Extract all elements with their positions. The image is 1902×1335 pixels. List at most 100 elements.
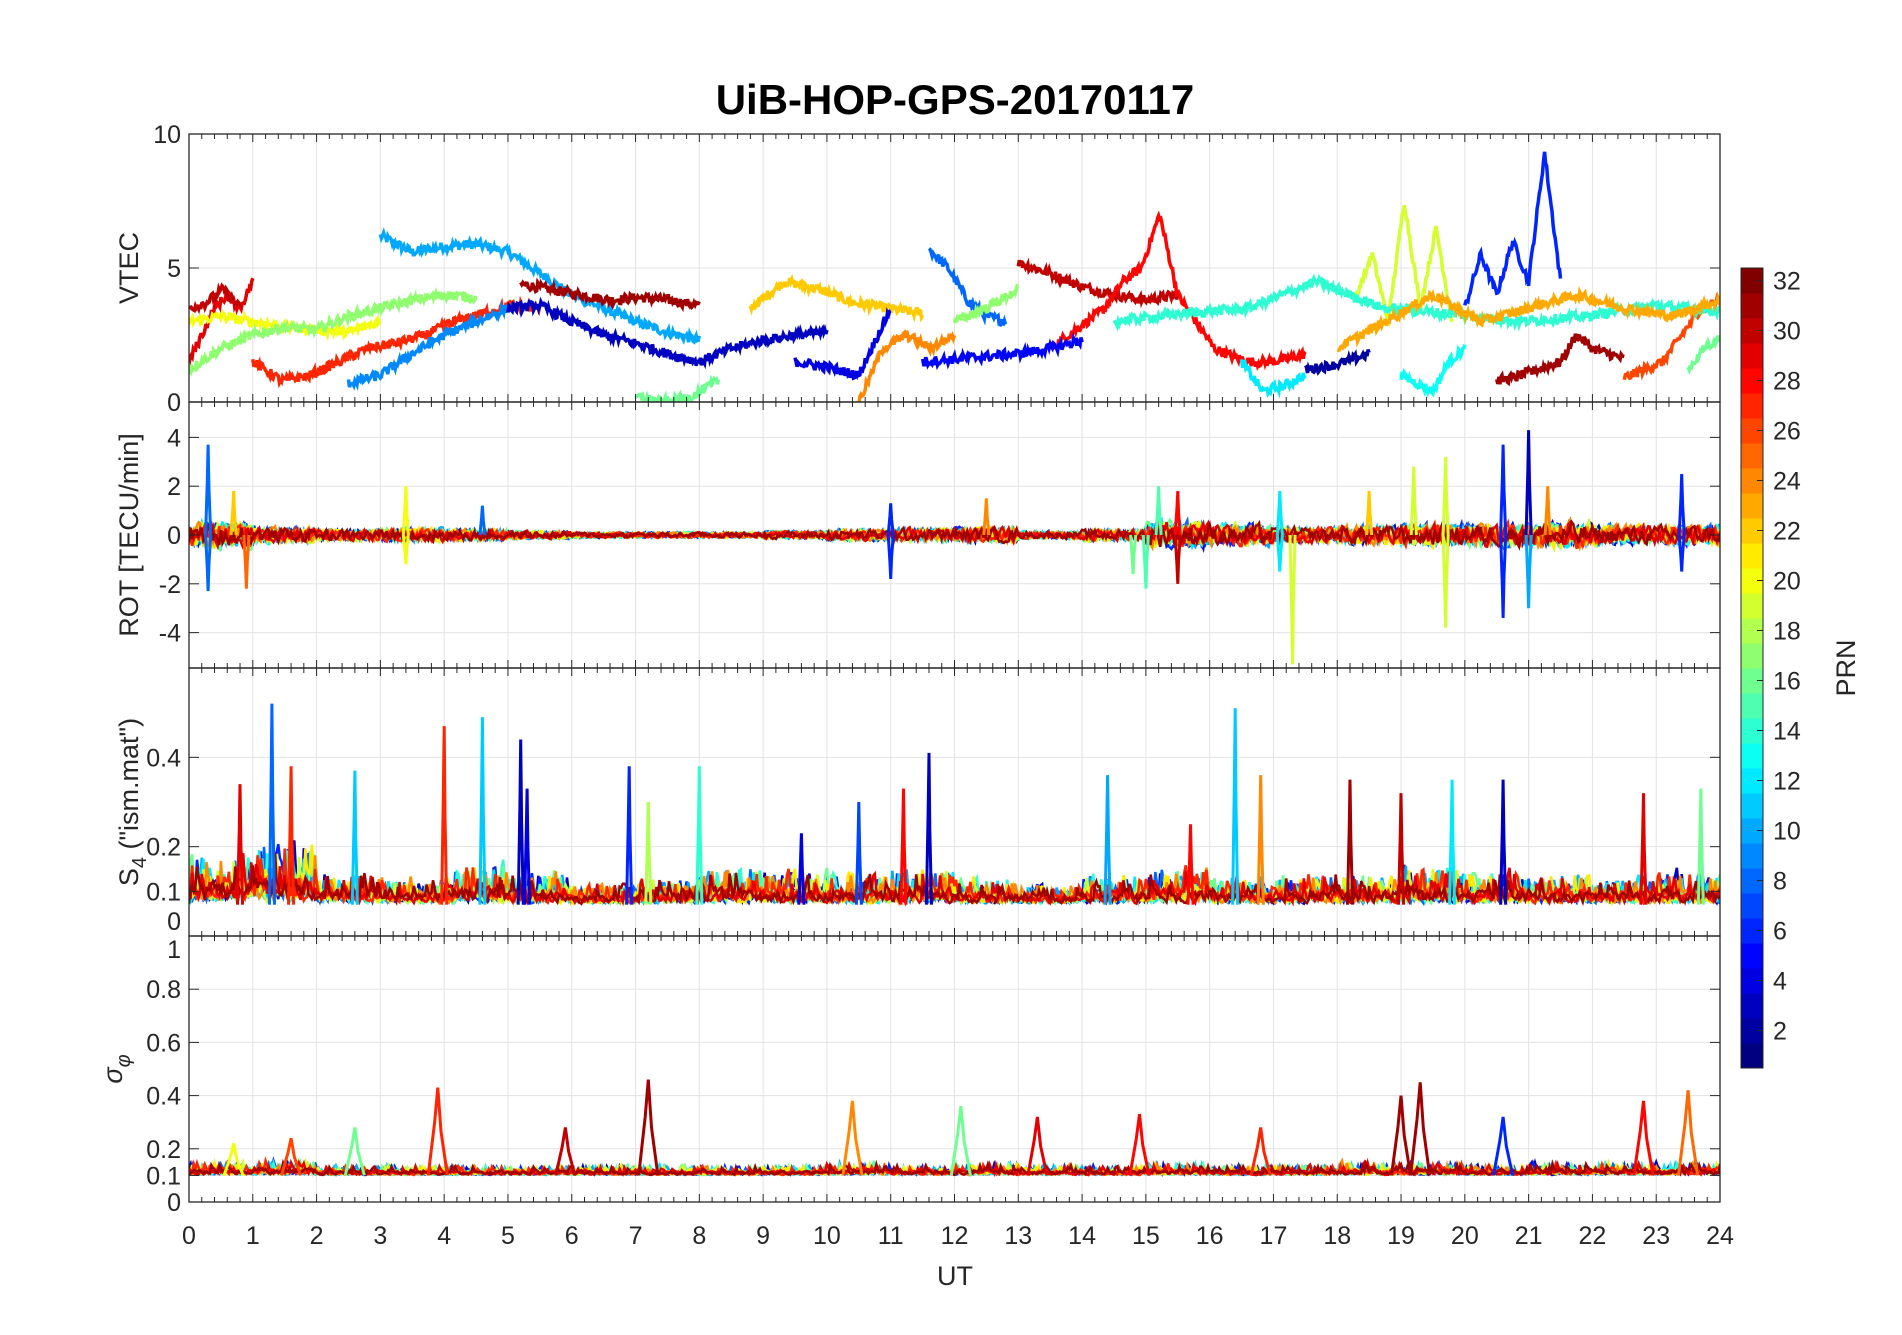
colorbar-level-23	[1741, 493, 1763, 519]
y-tick-label: 0	[167, 522, 181, 550]
rot-spike-prn-25	[242, 534, 251, 589]
rot-spike-prn-30	[1173, 534, 1182, 584]
sigma-spike-prn-26	[280, 1137, 303, 1176]
vtec-trace-prn-17	[189, 287, 478, 378]
colorbar-tick-label: 24	[1773, 468, 1801, 496]
s4-spike-prn-11	[1231, 708, 1240, 905]
colorbar-label: PRN	[1831, 639, 1861, 696]
vtec-trace-prn-17	[952, 283, 1019, 324]
colorbar-tick-label: 6	[1773, 918, 1787, 946]
rot-spike-prn-6	[886, 503, 895, 536]
vtec-trace-prn-16	[634, 374, 721, 402]
x-tick-label: 17	[1260, 1222, 1288, 1250]
vtec-trace-prn-4	[793, 307, 892, 381]
vtec-trace-prn-2	[1303, 349, 1371, 376]
vtec-trace-prn-20	[189, 309, 381, 341]
colorbar-level-4	[1741, 968, 1763, 994]
colorbar-level-18	[1741, 618, 1763, 644]
s4-spike-prn-29	[236, 784, 245, 905]
colorbar-level-30	[1741, 318, 1763, 344]
colorbar-level-29	[1741, 343, 1763, 369]
x-tick-label: 3	[373, 1222, 387, 1250]
colorbar-tick-label: 28	[1773, 368, 1801, 396]
colorbar-tick-label: 14	[1773, 718, 1801, 746]
rot-spike-prn-10	[1524, 534, 1533, 609]
colorbar-level-22	[1741, 518, 1763, 544]
colorbar-level-14	[1741, 718, 1763, 744]
rot-spike-prn-22	[229, 491, 238, 536]
s4-spike-prn-6	[625, 766, 634, 905]
y-tick-label: -2	[159, 571, 181, 599]
rot-spike-prn-19	[1409, 466, 1418, 536]
panel-s4: 00.1 0.2 0.4S4 ("ism.mat")	[114, 667, 1721, 937]
vtec-trace-prn-30	[1016, 257, 1180, 309]
x-tick-label: 1	[246, 1222, 260, 1250]
colorbar-tick-label: 12	[1773, 768, 1801, 796]
vtec-trace-prn-24	[857, 329, 957, 402]
s4-spike-prn-27	[287, 766, 296, 905]
sigma-spike-prn-31	[1390, 1095, 1413, 1176]
rot-spike-prn-22	[1365, 491, 1374, 536]
x-tick-label: 22	[1579, 1222, 1607, 1250]
x-tick-label: 9	[756, 1222, 770, 1250]
rot-spike-prn-8	[478, 505, 487, 536]
colorbar-level-19	[1741, 593, 1763, 619]
x-tick-label: 6	[565, 1222, 579, 1250]
rot-spike-prn-8	[204, 444, 213, 536]
rot-spike-prn-6	[1499, 444, 1508, 536]
y-tick-label: 2	[167, 473, 181, 501]
colorbar-level-28	[1741, 368, 1763, 394]
vtec-trace-prn-29	[189, 277, 255, 366]
x-tick-label: 4	[437, 1222, 451, 1250]
vtec-trace-prn-30	[189, 282, 242, 315]
s4-spike-prn-11	[350, 770, 359, 905]
s4-spike-prn-31	[1346, 779, 1355, 905]
sigma-spike-prn-16	[949, 1106, 972, 1176]
colorbar-level-3	[1741, 993, 1763, 1019]
sigma-spike-prn-27	[426, 1087, 449, 1176]
y-tick-label: 0.4	[146, 744, 181, 772]
y-tick-label: 0.6	[146, 1029, 181, 1057]
vtec-trace-prn-6	[1463, 151, 1563, 306]
sigma-spike-prn-6	[1492, 1116, 1515, 1176]
colorbar-tick-label: 2	[1773, 1018, 1787, 1046]
y-axis-label-vtec: VTEC	[114, 232, 144, 304]
rot-spike-prn-6	[1677, 534, 1686, 572]
s4-spike-prn-12	[1448, 779, 1457, 905]
s4-spike-prn-30	[1397, 793, 1406, 905]
rot-spike-prn-6	[1677, 473, 1686, 536]
y-axis-label-s4: S4 ("ism.mat")	[114, 718, 151, 886]
rot-trace-prn-31	[189, 518, 1720, 551]
colorbar-level-17	[1741, 643, 1763, 669]
sigma-spike-prn-29	[1026, 1116, 1049, 1176]
rot-spike-prn-12	[1275, 491, 1284, 536]
colorbar-level-9	[1741, 843, 1763, 869]
s4-spike-prn-28	[899, 788, 908, 905]
rot-spike-prn-8	[204, 534, 213, 592]
colorbar-level-8	[1741, 868, 1763, 894]
x-tick-label: 23	[1642, 1222, 1670, 1250]
vtec-trace-prn-12	[1239, 359, 1307, 399]
x-tick-label: 21	[1515, 1222, 1543, 1250]
vtec-trace-prn-22	[748, 273, 925, 323]
s4-spike-prn-16	[1696, 788, 1705, 905]
colorbar-level-16	[1741, 668, 1763, 694]
s4-spike-prn-10	[1103, 775, 1112, 905]
colorbar-level-31	[1741, 293, 1763, 319]
y-tick-label: 0	[167, 908, 181, 936]
y-tick-label: 0.1	[146, 878, 181, 906]
x-tick-label: 19	[1387, 1222, 1415, 1250]
y-tick-label: 5	[167, 255, 181, 283]
colorbar-level-24	[1741, 468, 1763, 494]
colorbar-level-5	[1741, 943, 1763, 969]
colorbar-level-12	[1741, 768, 1763, 794]
x-tick-label: 16	[1196, 1222, 1224, 1250]
colorbar-level-11	[1741, 793, 1763, 819]
x-tick-label: 18	[1323, 1222, 1351, 1250]
s4-trace-prn-31	[189, 851, 1720, 907]
s4-spike-prn-3	[1499, 779, 1508, 905]
sigma-spike-prn-30	[554, 1127, 577, 1176]
s4-spike-prn-8	[267, 703, 276, 905]
